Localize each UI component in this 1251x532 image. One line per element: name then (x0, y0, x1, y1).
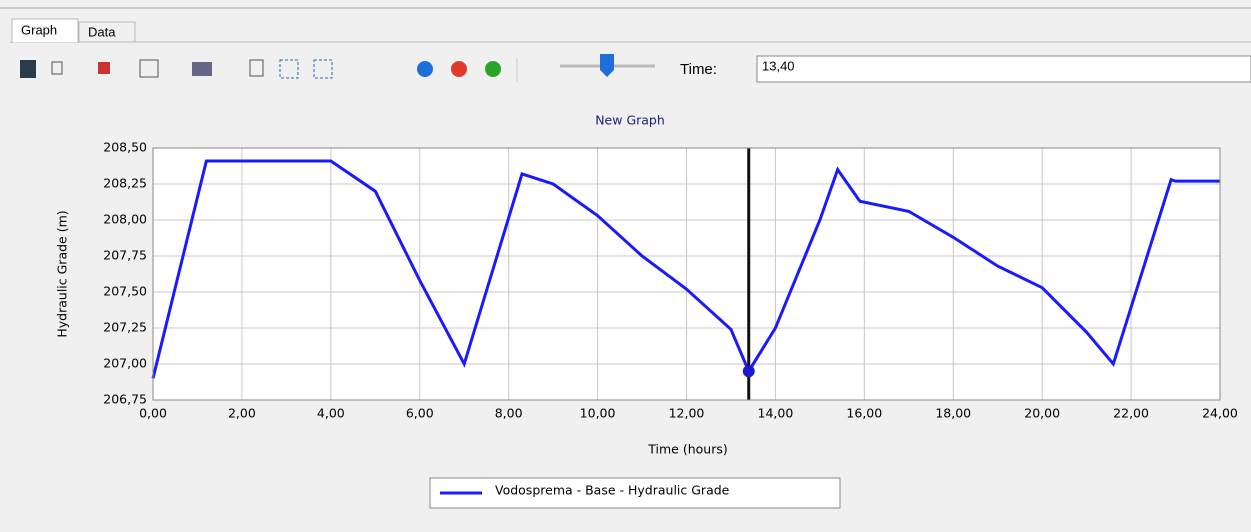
y-tick-label: 208,25 (103, 176, 147, 191)
legend (429, 477, 841, 509)
x-tick-label: 14,00 (758, 406, 794, 421)
y-tick-label: 207,25 (103, 320, 147, 335)
cursor-point (742, 365, 755, 378)
x-axis-label: Time (hours) (647, 442, 727, 457)
series-icon[interactable] (98, 62, 110, 74)
series-line (151, 159, 1220, 379)
tab-label[interactable]: Graph (21, 22, 57, 37)
play-button[interactable] (485, 61, 501, 77)
x-tick-label: 22,00 (1113, 406, 1149, 421)
time-label: Time: (680, 61, 717, 78)
time-input[interactable] (756, 55, 1251, 83)
plot-frame (152, 147, 1221, 401)
legend-label: Vodosprema - Base - Hydraulic Grade (495, 483, 730, 498)
copy-icon[interactable] (249, 59, 264, 77)
y-tick-label: 208,00 (103, 212, 147, 227)
tab-data[interactable] (78, 21, 136, 43)
y-axis-label: Hydraulic Grade (m) (55, 210, 70, 337)
time-value[interactable]: 13,40 (762, 58, 795, 73)
slider-thumb[interactable] (600, 54, 614, 77)
x-tick-label: 12,00 (669, 406, 705, 421)
x-tick-label: 10,00 (580, 406, 616, 421)
zoom-icon[interactable] (279, 59, 299, 79)
x-tick-label: 8,00 (495, 406, 523, 421)
save-icon[interactable] (20, 60, 36, 78)
chart-title: New Graph (595, 113, 665, 128)
y-tick-label: 206,75 (103, 392, 147, 407)
toolbar (20, 54, 655, 82)
rewind-button[interactable] (417, 61, 433, 77)
print-icon[interactable] (192, 62, 212, 76)
x-tick-label: 24,00 (1202, 406, 1238, 421)
x-tick-label: 0,00 (139, 406, 167, 421)
y-tick-label: 208,50 (103, 140, 147, 155)
x-tick-label: 4,00 (317, 406, 345, 421)
x-tick-label: 2,00 (228, 406, 256, 421)
tab-graph[interactable] (11, 18, 79, 44)
pause-button[interactable] (451, 61, 467, 77)
x-tick-label: 16,00 (846, 406, 882, 421)
y-tick-label: 207,75 (103, 248, 147, 263)
x-tick-label: 20,00 (1024, 406, 1060, 421)
add-icon[interactable] (51, 61, 63, 75)
zoom-window-icon[interactable] (313, 59, 333, 79)
y-tick-label: 207,50 (103, 284, 147, 299)
y-tick-label: 207,00 (103, 356, 147, 371)
options-icon[interactable] (139, 59, 159, 78)
x-tick-label: 6,00 (406, 406, 434, 421)
x-tick-label: 18,00 (935, 406, 971, 421)
tab-label[interactable]: Data (88, 24, 116, 39)
